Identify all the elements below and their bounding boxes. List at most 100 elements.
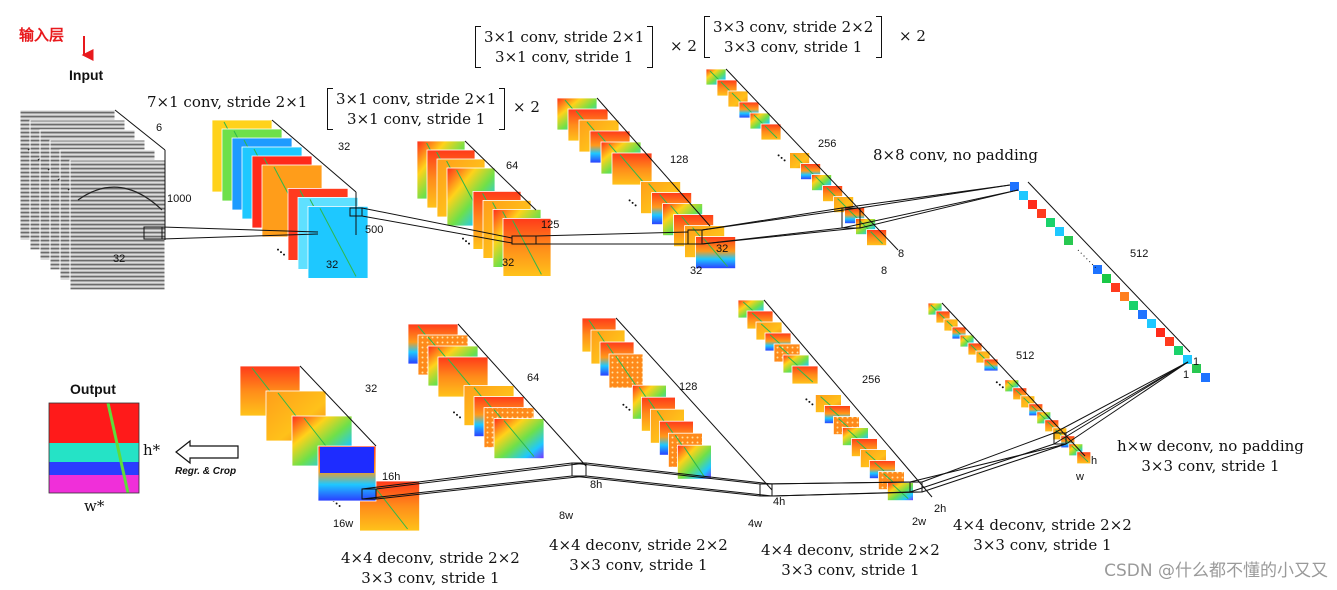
input-title: Input: [69, 67, 104, 83]
input-dim-height: 1000: [167, 193, 192, 205]
connection-line: [1053, 361, 1189, 434]
dec32-receptive-box: [361, 488, 377, 500]
encoder-block-3-line-1: 3×3 conv, stride 2×2: [713, 18, 874, 36]
input-dim-width: 32: [113, 253, 126, 265]
dec32-dim-width: 16w: [333, 518, 354, 530]
dec512-ellipsis-dot: [998, 383, 1001, 386]
watermark: CSDN @什么都不懂的小又又: [1104, 561, 1328, 581]
enc3-feature-line: [619, 154, 645, 184]
enc1-dim-height: 500: [365, 224, 384, 236]
enc2-receptive-box: [511, 235, 537, 245]
dec128-feature-line: [615, 355, 637, 387]
dec256-feature-line: [892, 484, 909, 499]
decoder-block-3-line-1: 4×4 deconv, stride 2×2: [549, 536, 728, 554]
vector-cell: [1102, 274, 1111, 283]
enc2-ellipsis-dot: [465, 240, 467, 243]
dec32-front-blue-band: [320, 447, 374, 473]
enc1-ellipsis-dot: [280, 251, 282, 254]
dec128-ellipsis-dot: [622, 403, 625, 406]
enc1-ellipsis-dot: [277, 248, 279, 251]
encoder-block-3-repeat: × 2: [899, 27, 926, 45]
connection-line: [271, 119, 357, 193]
dec128-receptive-box: [759, 483, 773, 497]
dec32-feature-line: [371, 482, 408, 530]
input-reflection-curve: [77, 186, 163, 211]
vector-cell: [1010, 182, 1019, 191]
connection-line: [725, 68, 899, 251]
vector-cell: [1093, 265, 1102, 274]
connection-line: [161, 226, 319, 233]
connection-line: [921, 443, 1067, 493]
encoder-block-2-bracket: 3×1 conv, stride 2×1 3×1 conv, stride 1: [475, 26, 654, 68]
connection-line: [571, 475, 761, 497]
enc4-dim-height: 8: [898, 248, 905, 260]
dec256-ellipsis-dot: [808, 400, 811, 403]
connection-line: [841, 184, 1011, 209]
connection-line: [859, 189, 1019, 229]
vector-cell: [1156, 328, 1165, 337]
vector-cell: [1138, 310, 1147, 319]
dec256-dim-channels: 256: [862, 374, 881, 386]
conv1-caption: 7×1 conv, stride 2×1: [147, 93, 308, 111]
enc2-dim-channels: 64: [506, 160, 519, 172]
connection-line: [161, 233, 319, 240]
vector-cell: [1111, 283, 1120, 292]
decoder-block-1-line-1: 4×4 deconv, stride 2×2: [953, 516, 1132, 534]
dec32-dim-height: 16h: [382, 471, 401, 483]
enc4-ellipsis-dot: [780, 156, 783, 159]
encoder-block-2-line-2: 3×1 conv, stride 1: [495, 48, 634, 66]
connection-line: [299, 365, 377, 447]
decoder-block-caption-3: 4×4 deconv, stride 2×2 3×3 conv, stride …: [549, 535, 728, 575]
dec512-dim-channels: 512: [1016, 350, 1035, 362]
dec64-dim-height: 8h: [590, 479, 603, 491]
dec64-ellipsis-dot: [459, 416, 461, 419]
enc4-feature-line: [870, 231, 883, 244]
connection-line: [1065, 361, 1189, 434]
enc4-ellipsis-dot: [783, 159, 786, 162]
dec256-dim-width: 2w: [912, 516, 927, 528]
dec32-ellipsis-dot: [338, 505, 341, 507]
enc1-dim-width: 32: [326, 259, 339, 271]
decoder-block-4-line-1: 4×4 deconv, stride 2×2: [341, 549, 520, 567]
dec64-ellipsis-dot: [453, 411, 455, 414]
encoder-block-1-bracket: 3×1 conv, stride 2×1 3×1 conv, stride 1: [327, 88, 506, 130]
feature-vector: [1010, 182, 1210, 382]
enc3-ellipsis-dot: [628, 199, 631, 202]
input-dim-channels: 6: [156, 122, 163, 134]
output-title: Output: [70, 381, 116, 397]
vector-cell: [1120, 292, 1129, 301]
input-stack: [19, 109, 166, 291]
connection-line: [361, 207, 513, 239]
dec64-dim-width: 8w: [559, 510, 574, 522]
decoder-stage-64-stack: [407, 323, 545, 460]
vector-ellipsis: [1077, 249, 1097, 269]
vector-cell: [1129, 301, 1138, 310]
dec128-feature-line: [683, 446, 706, 478]
vector-cell: [1183, 355, 1192, 364]
annotation-label: 输入层: [19, 27, 65, 44]
connection-line: [375, 475, 587, 500]
input-receptive-box: [143, 226, 163, 240]
enc1-ellipsis-dot: [283, 253, 285, 256]
connection-line: [114, 109, 166, 151]
enc3-receptive-box: [687, 229, 703, 245]
output-map: [48, 402, 140, 494]
output-h-label: h*: [143, 441, 161, 459]
connection-line: [361, 462, 573, 490]
encoder-stage-1-stack: [211, 119, 369, 279]
connection-line: [1027, 181, 1191, 353]
dec512-ellipsis-dot: [995, 381, 998, 384]
dec32-dim-channels: 32: [365, 383, 378, 395]
dec256-feature-line: [796, 367, 814, 383]
dec32-ellipsis-dot: [335, 502, 338, 505]
enc1-dim-channels: 32: [338, 141, 351, 153]
encoder-block-3-bracket: 3×3 conv, stride 2×2 3×3 conv, stride 1: [704, 16, 883, 58]
encoder-block-2-line-1: 3×1 conv, stride 2×1: [484, 28, 645, 46]
enc3-dim-height: 32: [716, 243, 729, 255]
dec64-ellipsis-dot: [456, 413, 458, 416]
dec64-receptive-box: [571, 462, 587, 477]
dec128-ellipsis-dot: [628, 408, 631, 411]
connection-line: [615, 317, 773, 491]
connection-line: [909, 443, 1067, 483]
